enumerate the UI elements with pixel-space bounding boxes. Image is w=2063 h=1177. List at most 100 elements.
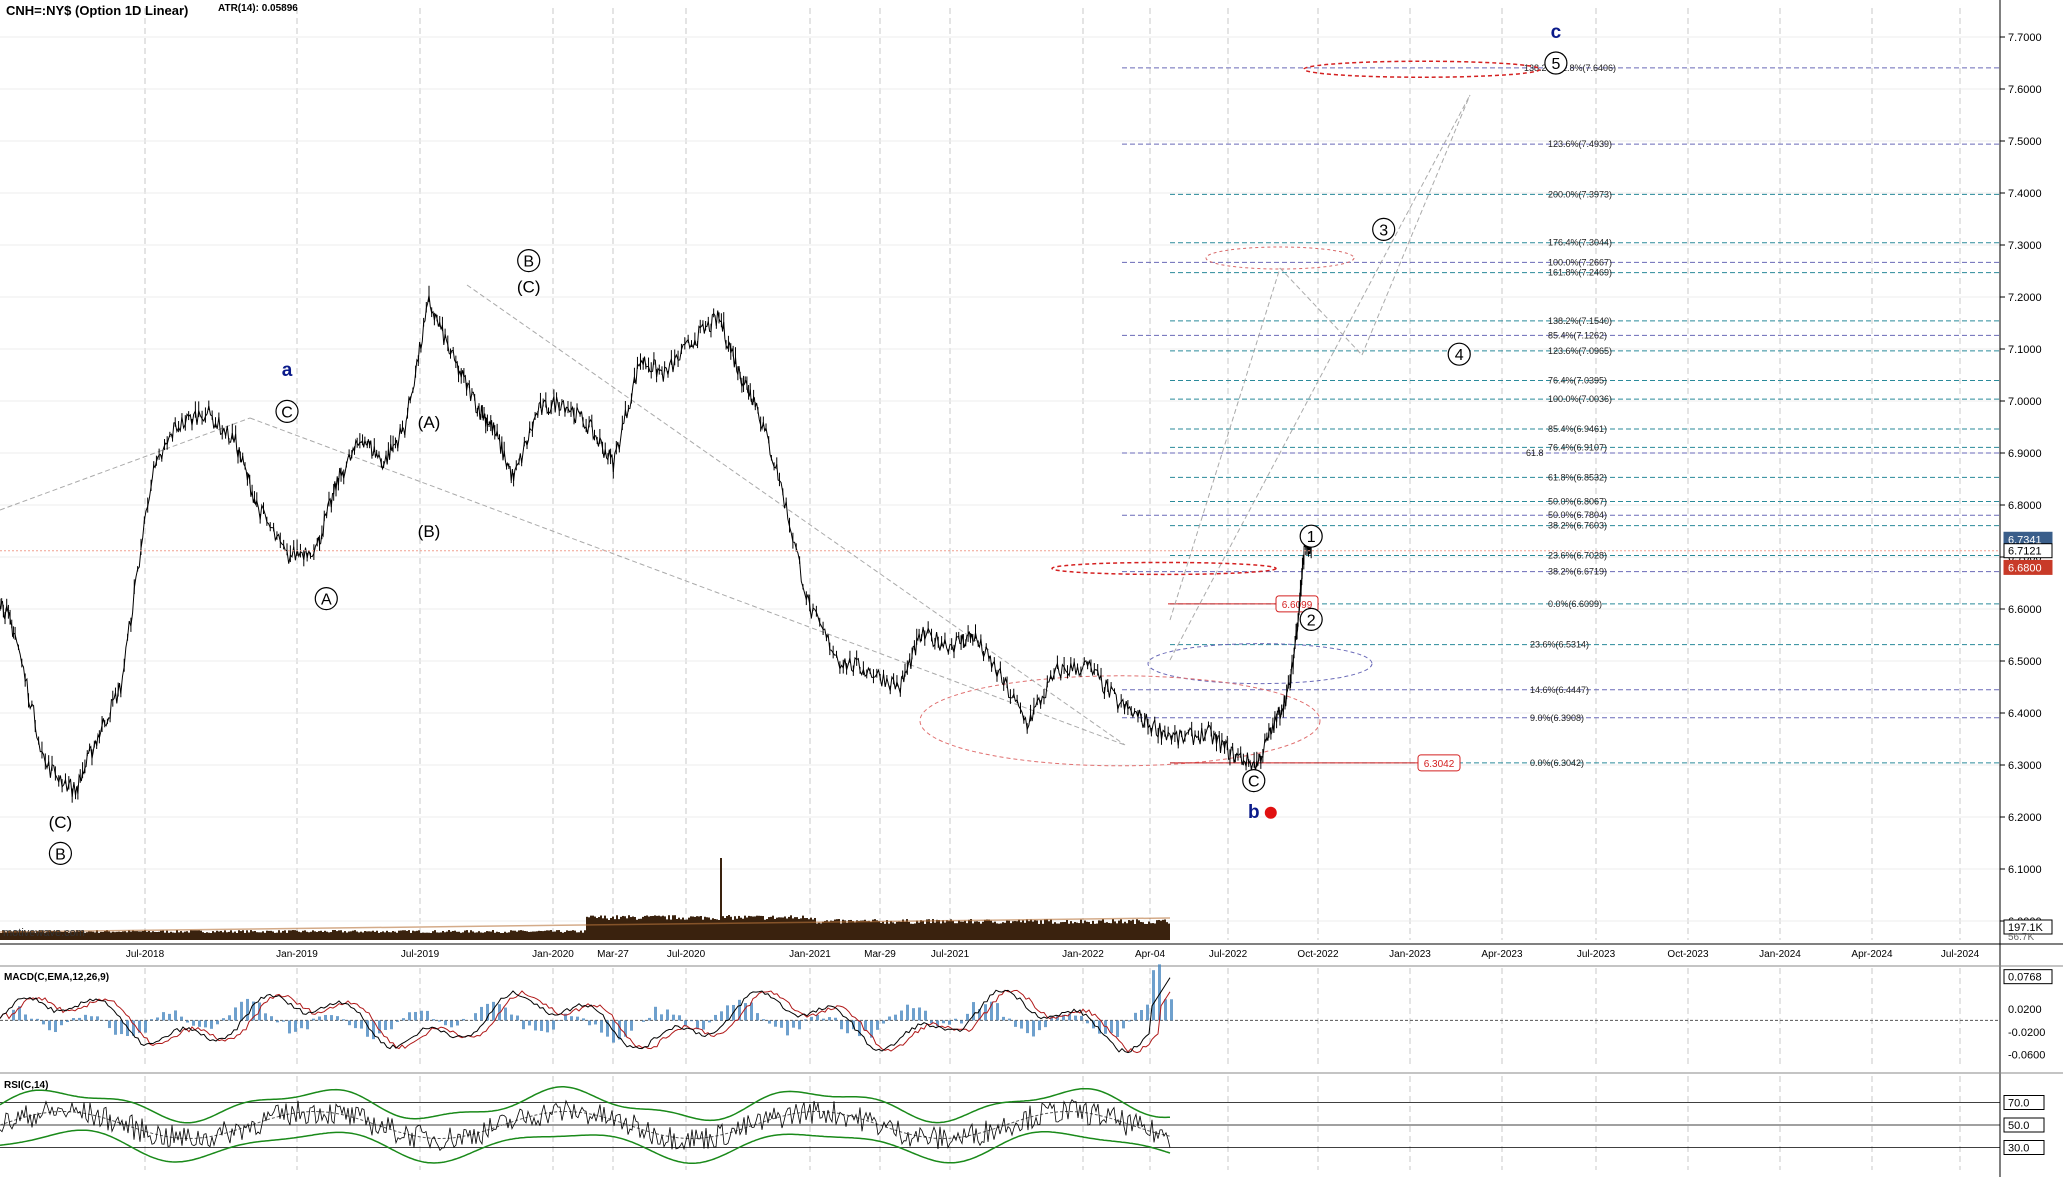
volume-bar [150, 932, 152, 940]
volume-bar [66, 932, 68, 940]
volume-bar [450, 931, 452, 940]
x-tick-label: Mar-27 [597, 949, 629, 960]
macd-histogram-bar [516, 1015, 519, 1021]
volume-bar [438, 932, 440, 940]
macd-histogram-bar [672, 1014, 675, 1021]
volume-bar [262, 931, 264, 940]
macd-tick-label: 0.0768 [2008, 972, 2042, 984]
wave-label-circle [517, 249, 541, 273]
volume-bar [576, 932, 578, 940]
volume-bar [1018, 919, 1020, 940]
volume-bar [478, 931, 480, 940]
macd-histogram-bar [1152, 970, 1155, 1021]
volume-bar [656, 915, 658, 940]
fib-level-label: 61.8 [1526, 448, 1544, 458]
volume-bar [312, 930, 314, 940]
x-tick-label: Jan-2021 [789, 949, 831, 960]
fib-level-label: 200.0%(7.3973) [1548, 189, 1612, 199]
macd-histogram-bar [594, 1020, 597, 1025]
volume-bar [1024, 922, 1026, 940]
macd-histogram-bar [1134, 1012, 1137, 1021]
macd-histogram-bar [336, 1016, 339, 1021]
volume-bar [818, 922, 820, 940]
rsi-upper-band [0, 1086, 1171, 1124]
macd-histogram-bar [186, 1020, 189, 1023]
volume-bar [200, 930, 202, 940]
volume-bar [894, 923, 896, 940]
volume-bar [548, 930, 550, 940]
wave-label: 5 [1551, 56, 1560, 73]
volume-bar [134, 931, 136, 940]
macd-histogram-bar [714, 1014, 717, 1021]
volume-bar [782, 917, 784, 940]
volume-bar [474, 932, 476, 940]
volume-bar [998, 923, 1000, 940]
volume-bar [284, 930, 286, 940]
macd-histogram-bar [1116, 1020, 1119, 1037]
macd-histogram-bar [114, 1020, 117, 1035]
fib-level-label: 176.4%(7.3044) [1548, 238, 1612, 248]
volume-bar [992, 922, 994, 940]
volume-bar [778, 917, 780, 940]
volume-bar [954, 923, 956, 940]
volume-bar [18, 931, 20, 940]
volume-bar [326, 931, 328, 940]
macd-histogram-bar [684, 1020, 687, 1027]
volume-bar [550, 930, 552, 940]
macd-histogram-bar [1140, 1010, 1143, 1021]
volume-bar [602, 918, 604, 940]
volume-bar [940, 923, 942, 940]
macd-histogram-bar [192, 1020, 195, 1026]
volume-bar [616, 915, 618, 940]
volume-bar [972, 923, 974, 940]
atr-readout: ATR(14): 0.05896 [218, 3, 298, 14]
trendline [0, 417, 251, 511]
volume-bar [238, 930, 240, 940]
volume-bar [922, 920, 924, 940]
volume-bar [994, 921, 996, 940]
volume-bar [272, 931, 274, 940]
marker-box [1275, 595, 1319, 613]
macd-histogram-bar [264, 1013, 267, 1021]
macd-histogram-bar [936, 1020, 939, 1027]
wave-label-plain: (C) [517, 278, 541, 297]
fib-level-label: 23.6%(6.7028) [1548, 551, 1607, 561]
volume-bar [900, 921, 902, 940]
macd-histogram-bar [858, 1020, 861, 1037]
volume-bar [1044, 919, 1046, 940]
macd-histogram-bar [558, 1020, 561, 1021]
volume-bar [212, 931, 214, 940]
x-tick-label: Jul-2024 [1941, 949, 1980, 960]
volume-bar [1102, 919, 1104, 940]
macd-histogram-bar [318, 1016, 321, 1021]
volume-bar [784, 916, 786, 940]
volume-bar [468, 932, 470, 940]
volume-bar [626, 918, 628, 940]
volume-bar [256, 932, 258, 940]
volume-bar [108, 931, 110, 940]
volume-bar [482, 932, 484, 940]
macd-histogram-bar [258, 1002, 261, 1021]
y-tick-label: 7.2000 [2008, 292, 2042, 304]
volume-bar [534, 931, 536, 940]
volume-bar [666, 919, 668, 940]
macd-histogram-bar [960, 1020, 963, 1024]
volume-bar [748, 915, 750, 940]
volume-bar [584, 930, 586, 940]
volume-bar [704, 916, 706, 940]
volume-bar [884, 923, 886, 940]
volume-bar [1010, 923, 1012, 940]
volume-bar [694, 916, 696, 940]
volume-bar [338, 930, 340, 940]
macd-histogram-bar [666, 1009, 669, 1021]
macd-histogram-bar [36, 1018, 39, 1021]
volume-bar [440, 932, 442, 940]
volume-bar [520, 930, 522, 940]
marker-box [1417, 754, 1461, 772]
volume-bar [1070, 921, 1072, 940]
volume-bar [996, 923, 998, 940]
volume-bar [1030, 919, 1032, 940]
volume-bar [1130, 920, 1132, 940]
volume-bar [42, 930, 44, 940]
volume-bar [260, 932, 262, 940]
